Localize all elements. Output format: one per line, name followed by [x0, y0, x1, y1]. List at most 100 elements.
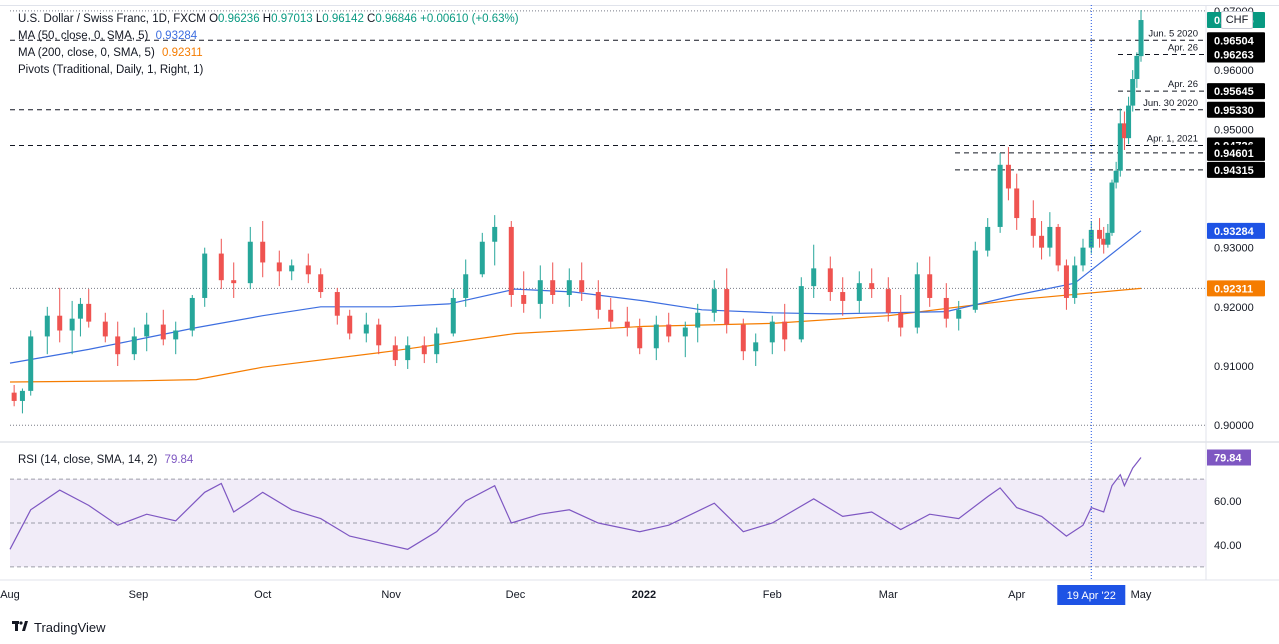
candle-body[interactable]: [711, 289, 717, 313]
candle-body[interactable]: [740, 324, 746, 352]
candle-body[interactable]: [450, 297, 456, 334]
candle-body[interactable]: [1097, 229, 1103, 239]
candle-body[interactable]: [1080, 247, 1086, 266]
ma50-legend[interactable]: MA (50, close, 0, SMA, 5) 0.93284: [18, 29, 197, 43]
candle-body[interactable]: [44, 315, 50, 337]
candle-body[interactable]: [1130, 78, 1136, 106]
candle-body[interactable]: [508, 226, 514, 295]
candle-body[interactable]: [1134, 55, 1140, 79]
candle-body[interactable]: [550, 280, 556, 295]
candle-body[interactable]: [19, 390, 25, 401]
candle-body[interactable]: [434, 333, 440, 355]
candle-body[interactable]: [1063, 265, 1069, 298]
candle-body[interactable]: [231, 280, 237, 284]
candle-body[interactable]: [898, 312, 904, 328]
candle-body[interactable]: [682, 327, 688, 337]
candle-body[interactable]: [69, 318, 75, 331]
candle-body[interactable]: [1039, 235, 1045, 248]
candle-body[interactable]: [28, 336, 34, 391]
candle-body[interactable]: [798, 286, 804, 340]
candle-body[interactable]: [276, 262, 282, 272]
candle-body[interactable]: [972, 250, 978, 310]
candle-body[interactable]: [1055, 226, 1061, 266]
candle-body[interactable]: [869, 283, 875, 290]
candle-body[interactable]: [1088, 229, 1094, 248]
candle-body[interactable]: [421, 345, 427, 355]
candle-body[interactable]: [479, 241, 485, 275]
candle-body[interactable]: [57, 315, 63, 331]
candle-body[interactable]: [289, 265, 295, 272]
candle-body[interactable]: [160, 324, 166, 340]
candle-body[interactable]: [115, 336, 121, 355]
candle-body[interactable]: [334, 292, 340, 316]
candle-body[interactable]: [782, 321, 788, 340]
candle-body[interactable]: [1072, 265, 1078, 298]
candle-body[interactable]: [956, 309, 962, 319]
candle-body[interactable]: [914, 274, 920, 328]
candle-body[interactable]: [1126, 105, 1132, 139]
pivots-legend[interactable]: Pivots (Traditional, Daily, 1, Right, 1): [18, 63, 203, 77]
candle-body[interactable]: [724, 289, 730, 325]
candle-body[interactable]: [305, 265, 311, 275]
candle-body[interactable]: [202, 253, 208, 298]
candle-body[interactable]: [318, 274, 324, 293]
candle-body[interactable]: [595, 292, 601, 310]
price-tag-box: [1207, 161, 1265, 178]
candle-body[interactable]: [637, 327, 643, 349]
candle-body[interactable]: [347, 315, 353, 334]
candle-body[interactable]: [811, 268, 817, 287]
candle-body[interactable]: [1105, 232, 1111, 245]
candle-body[interactable]: [521, 295, 527, 304]
candle-body[interactable]: [927, 274, 933, 298]
candle-body[interactable]: [1014, 188, 1020, 219]
candle-body[interactable]: [624, 321, 630, 328]
candle-body[interactable]: [997, 164, 1003, 227]
candle-body[interactable]: [753, 342, 759, 352]
candle-body[interactable]: [376, 324, 382, 346]
candle-body[interactable]: [144, 324, 150, 337]
candle-body[interactable]: [363, 324, 369, 334]
candle-body[interactable]: [1047, 226, 1053, 248]
candle-body[interactable]: [492, 226, 498, 242]
candle-body[interactable]: [856, 283, 862, 301]
candle-body[interactable]: [1121, 123, 1127, 139]
candle-body[interactable]: [1117, 123, 1123, 171]
currency-badge[interactable]: CHF: [1221, 11, 1253, 29]
candle-body[interactable]: [405, 345, 411, 361]
candle-body[interactable]: [247, 241, 253, 284]
candle-body[interactable]: [608, 309, 614, 322]
candle-body[interactable]: [392, 345, 398, 361]
candle-body[interactable]: [1138, 20, 1144, 57]
rsi-legend[interactable]: RSI (14, close, SMA, 14, 2) 79.84: [18, 453, 193, 467]
candle-body[interactable]: [537, 280, 543, 304]
candle-body[interactable]: [985, 226, 991, 251]
candle-body[interactable]: [840, 292, 846, 301]
candle-body[interactable]: [86, 303, 92, 322]
candle-body[interactable]: [77, 303, 83, 319]
candle-body[interactable]: [943, 297, 949, 319]
candle-body[interactable]: [695, 312, 701, 328]
candle-body[interactable]: [189, 297, 195, 331]
candle-body[interactable]: [885, 289, 891, 313]
candle-body[interactable]: [653, 324, 659, 349]
candle-body[interactable]: [260, 241, 266, 263]
ma200-legend[interactable]: MA (200, close, 0, SMA, 5) 0.92311: [18, 46, 203, 60]
tradingview-footer[interactable]: TradingView: [12, 616, 106, 638]
candle-body[interactable]: [566, 280, 572, 295]
candle-body[interactable]: [173, 330, 179, 340]
candle-body[interactable]: [102, 321, 108, 337]
candle-body[interactable]: [11, 392, 17, 401]
candle-body[interactable]: [131, 336, 137, 355]
candle-body[interactable]: [666, 324, 672, 337]
candle-body[interactable]: [1005, 164, 1011, 189]
candle-body[interactable]: [1030, 218, 1036, 236]
candle-body[interactable]: [218, 253, 224, 281]
candle-body[interactable]: [769, 321, 775, 343]
candle-body[interactable]: [1109, 182, 1115, 233]
candle-body[interactable]: [579, 280, 585, 293]
candle-body[interactable]: [1113, 170, 1119, 183]
candle-body[interactable]: [827, 268, 833, 293]
candle-body[interactable]: [463, 274, 469, 298]
candle-body[interactable]: [1101, 238, 1107, 245]
